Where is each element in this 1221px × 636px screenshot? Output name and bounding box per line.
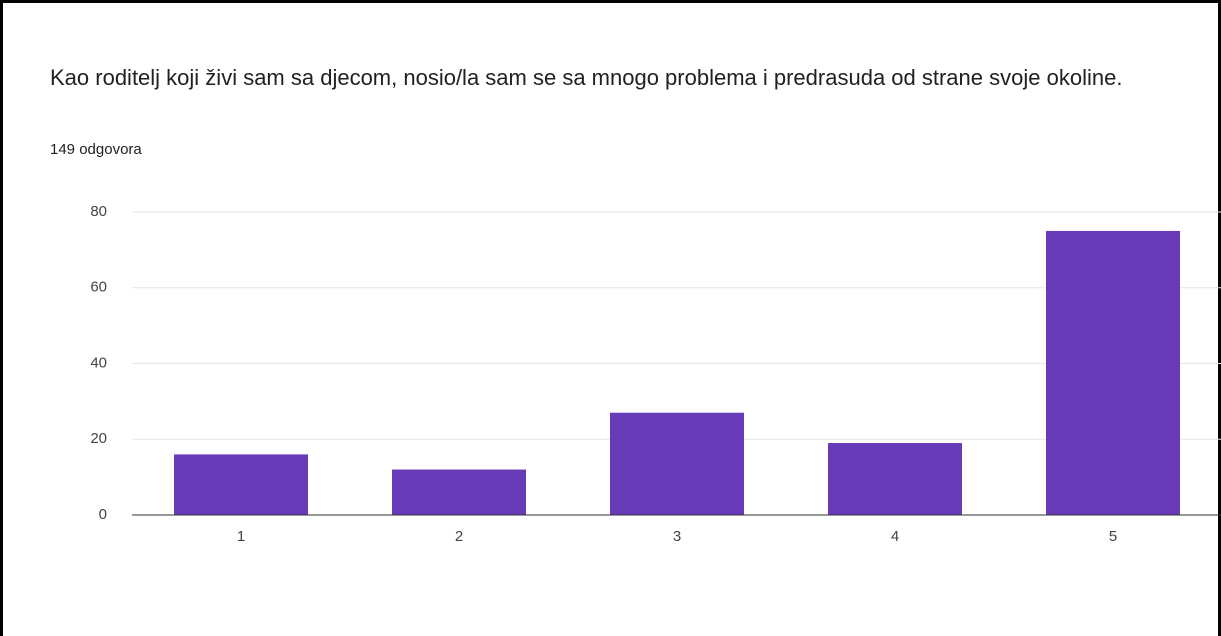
x-tick-label: 4 [891, 528, 899, 545]
bar [610, 412, 744, 515]
chart-title: Kao roditelj koji živi sam sa djecom, no… [50, 65, 1123, 90]
bar [174, 454, 308, 515]
x-tick-label: 5 [1109, 528, 1117, 545]
response-count: 149 odgovora [50, 141, 142, 158]
bar [828, 443, 962, 515]
bar [392, 469, 526, 515]
y-tick-label: 20 [90, 430, 107, 447]
x-tick-label: 1 [237, 528, 245, 545]
y-tick-label: 80 [90, 203, 107, 220]
x-tick-label: 3 [673, 528, 681, 545]
y-tick-label: 60 [90, 279, 107, 296]
bar [1046, 230, 1180, 515]
y-tick-label: 40 [90, 354, 107, 371]
x-tick-label: 2 [455, 528, 463, 545]
y-tick-label: 0 [99, 506, 107, 523]
